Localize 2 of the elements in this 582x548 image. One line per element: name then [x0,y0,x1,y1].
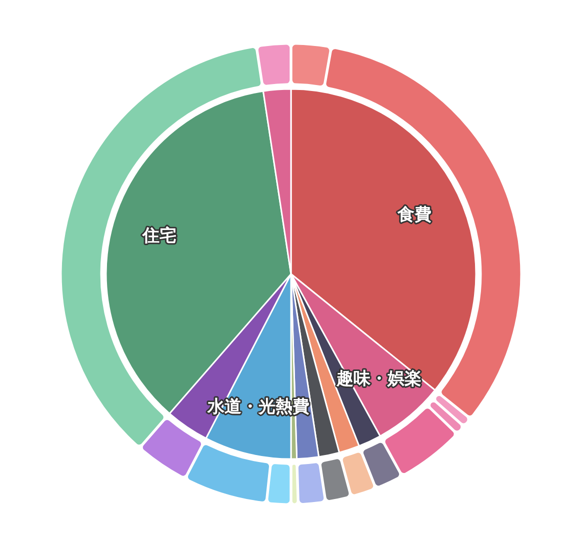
slice-label: 住宅 [142,226,177,246]
slice-label: 食費 [396,204,432,225]
